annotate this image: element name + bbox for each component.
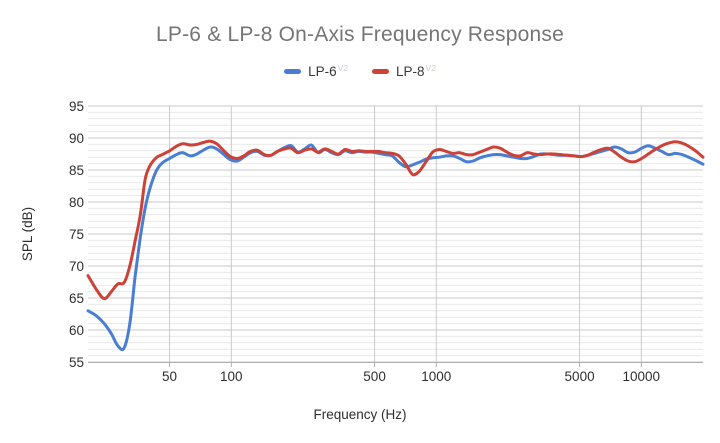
- svg-text:90: 90: [69, 131, 84, 146]
- minor-gridlines: [88, 111, 703, 357]
- svg-text:10000: 10000: [623, 369, 661, 384]
- legend-item-lp6: LP-6V2: [284, 62, 348, 79]
- x-axis-tick-marks: [169, 362, 642, 367]
- lp8-legend-label: LP-8V2: [396, 62, 436, 79]
- svg-text:55: 55: [69, 355, 84, 370]
- svg-text:100: 100: [220, 369, 243, 384]
- lp8-legend-swatch: [372, 68, 389, 74]
- chart-legend: LP-6V2 LP-8V2: [0, 62, 720, 80]
- y-axis-title: SPL (dB): [20, 206, 35, 262]
- x-axis-title: Frequency (Hz): [313, 407, 407, 422]
- lp6-legend-label: LP-6V2: [308, 62, 348, 79]
- svg-text:50: 50: [162, 369, 177, 384]
- legend-item-lp8: LP-8V2: [372, 62, 436, 79]
- svg-text:5000: 5000: [565, 369, 595, 384]
- lp6-legend-swatch: [284, 68, 302, 74]
- chart-title: LP-6 & LP-8 On-Axis Frequency Response: [156, 23, 564, 46]
- svg-text:60: 60: [69, 323, 84, 338]
- svg-text:95: 95: [69, 99, 84, 114]
- svg-text:1000: 1000: [421, 369, 451, 384]
- svg-text:500: 500: [363, 369, 386, 384]
- lp-6-series-line: [86, 143, 705, 352]
- svg-text:70: 70: [69, 259, 84, 274]
- y-tick-labels: 55 60 65 70 75 80 85 90 95: [69, 99, 84, 370]
- svg-text:80: 80: [69, 195, 84, 210]
- svg-text:65: 65: [69, 291, 84, 306]
- svg-text:85: 85: [69, 163, 84, 178]
- svg-text:75: 75: [69, 227, 84, 242]
- x-tick-labels: 50 100 500 1000 5000 10000: [162, 369, 660, 384]
- lp8-superscript: V2: [425, 62, 436, 73]
- lp6-superscript: V2: [337, 62, 348, 73]
- lp-8-series-line: [86, 139, 705, 301]
